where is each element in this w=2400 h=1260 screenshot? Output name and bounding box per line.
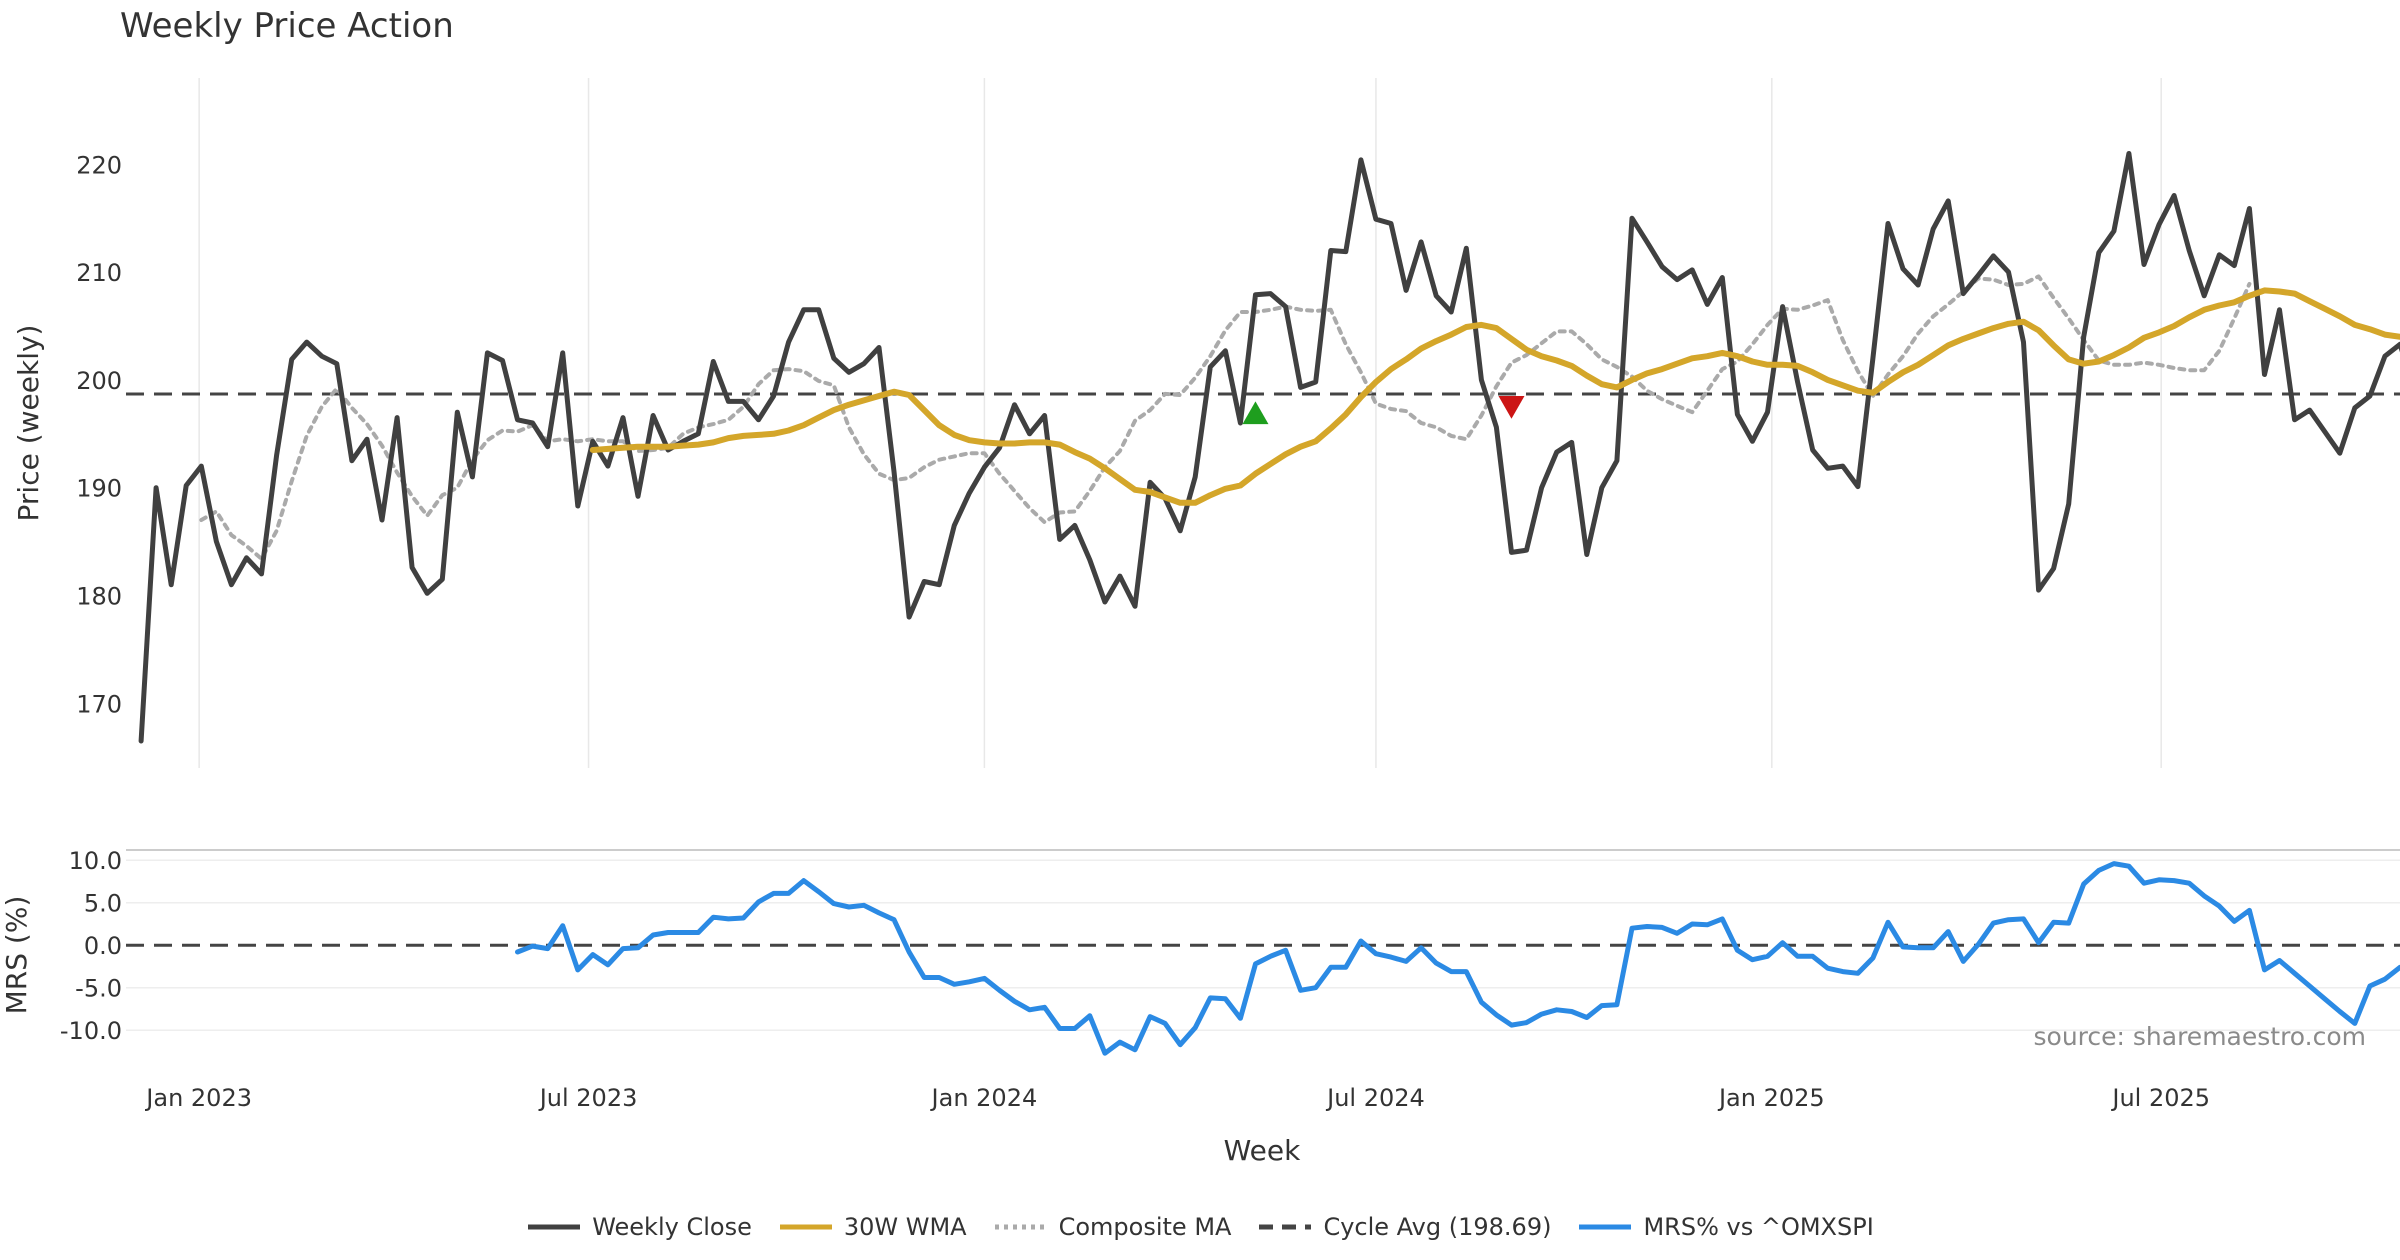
mrs-y-tick-label: -10.0: [60, 1017, 122, 1045]
buy-marker: [1242, 401, 1269, 425]
x-tick-label: Jul 2025: [2110, 1084, 2210, 1112]
legend-label: Composite MA: [1058, 1213, 1232, 1241]
price-y-tick-label: 190: [76, 475, 122, 503]
price-y-axis-title: Price (weekly): [12, 325, 45, 522]
legend-label: 30W WMA: [843, 1213, 967, 1241]
legend-item: MRS% vs ^OMXSPI: [1577, 1213, 1874, 1241]
legend-swatch: [1259, 1224, 1312, 1230]
mrs-y-tick-label: 0.0: [84, 932, 122, 960]
legend-item: 30W WMA: [778, 1213, 967, 1241]
x-tick-label: Jul 2024: [1325, 1084, 1425, 1112]
chart-title: Weekly Price Action: [120, 6, 454, 46]
legend-label: Weekly Close: [592, 1213, 752, 1241]
tick-layer: Jan 2023 Jul 2023 Jan 2024 Jul 2024 Jan 2025…: [60, 151, 2210, 1112]
x-tick-label: Jul 2023: [538, 1084, 638, 1112]
legend: Weekly Close 30W WMA Composite MA Cycle Avg…: [0, 1213, 2400, 1241]
composite-ma-line: [199, 274, 2252, 561]
price-y-tick-label: 220: [76, 151, 122, 179]
legend-swatch: [528, 1224, 581, 1230]
price-y-tick-label: 200: [76, 367, 122, 395]
mrs-y-tick-label: 5.0: [84, 890, 122, 918]
x-axis-title: Week: [1224, 1134, 1301, 1167]
legend-item: Cycle Avg (198.69): [1257, 1213, 1551, 1241]
mrs-y-axis-title: MRS (%): [0, 896, 33, 1015]
mrs-grid: [126, 859, 2400, 1031]
series-layer: [126, 151, 2400, 1056]
legend-label: MRS% vs ^OMXSPI: [1643, 1213, 1874, 1241]
price-grid: [198, 78, 2162, 768]
mrs-line: [515, 861, 2400, 1056]
legend-item: Weekly Close: [526, 1213, 752, 1241]
price-y-tick-label: 170: [76, 690, 122, 718]
mrs-y-tick-label: 10.0: [69, 847, 122, 875]
legend-swatch: [779, 1224, 832, 1230]
legend-swatch: [1579, 1224, 1632, 1230]
weekly-close-line: [138, 151, 2400, 744]
marker-layer: [1242, 396, 1525, 425]
x-tick-label: Jan 2024: [930, 1084, 1038, 1112]
x-tick-label: Jan 2023: [144, 1084, 252, 1112]
mrs-y-tick-label: -5.0: [75, 975, 122, 1003]
x-tick-label: Jan 2025: [1717, 1084, 1825, 1112]
legend-item: Composite MA: [993, 1213, 1232, 1241]
wma-30w-line: [589, 287, 2400, 506]
sell-marker: [1498, 396, 1525, 419]
source-note: source: sharemaestro.com: [2034, 1022, 2367, 1051]
legend-label: Cycle Avg (198.69): [1323, 1213, 1552, 1241]
legend-swatch: [994, 1224, 1047, 1230]
price-y-tick-label: 210: [76, 259, 122, 287]
price-y-tick-label: 180: [76, 583, 122, 611]
